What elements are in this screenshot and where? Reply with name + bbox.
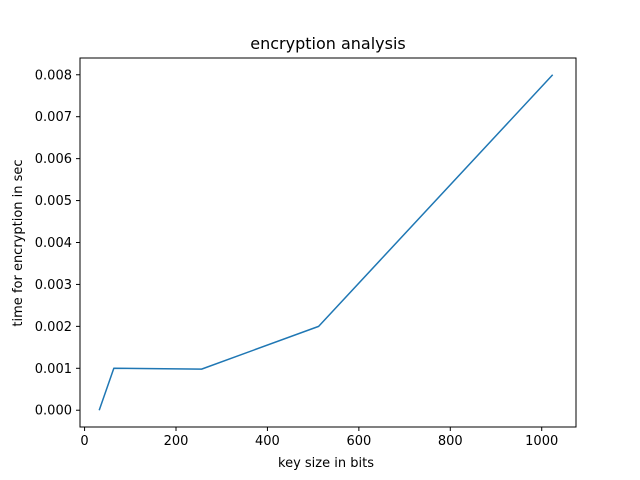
x-tick-label: 400: [255, 434, 280, 449]
x-tick-label: 200: [164, 434, 189, 449]
y-tick-label: 0.005: [35, 194, 72, 209]
y-tick-label: 0.002: [35, 320, 72, 335]
x-tick-label: 1000: [525, 434, 558, 449]
y-axis-label: time for encryption in sec: [11, 159, 26, 326]
y-axis: 0.000 0.001 0.002 0.003 0.004 0.005 0.006 0.007…: [35, 68, 80, 419]
plot-area: [79, 57, 577, 428]
x-tick-label: 600: [346, 434, 371, 449]
x-tick-label: 0: [80, 434, 88, 449]
plot-frame: [79, 57, 577, 428]
chart-title: encryption analysis: [250, 34, 406, 53]
x-axis: 0 200 400 600 800 1000: [80, 427, 558, 449]
y-tick-label: 0.006: [35, 152, 72, 167]
y-tick-label: 0.001: [35, 362, 72, 377]
y-tick-label: 0.003: [35, 278, 72, 293]
x-axis-label: key size in bits: [278, 456, 374, 471]
y-tick-label: 0.007: [35, 110, 72, 125]
x-tick-label: 800: [438, 434, 463, 449]
y-tick-label: 0.008: [35, 68, 72, 83]
y-tick-label: 0.004: [35, 236, 72, 251]
y-tick-label: 0.000: [35, 404, 72, 419]
series-line-1: [98, 74, 554, 411]
